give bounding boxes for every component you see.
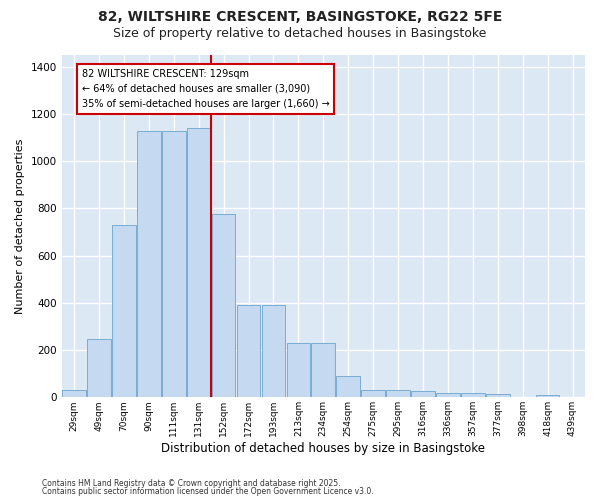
Text: Size of property relative to detached houses in Basingstoke: Size of property relative to detached ho… — [113, 28, 487, 40]
Bar — [486, 394, 509, 398]
Bar — [87, 340, 111, 398]
Bar — [62, 390, 86, 398]
Bar — [237, 305, 260, 398]
Bar — [536, 396, 559, 398]
Bar — [287, 343, 310, 398]
Bar — [262, 305, 286, 398]
Bar — [212, 214, 235, 398]
Bar — [361, 390, 385, 398]
Bar — [162, 130, 185, 398]
Text: 82 WILTSHIRE CRESCENT: 129sqm
← 64% of detached houses are smaller (3,090)
35% o: 82 WILTSHIRE CRESCENT: 129sqm ← 64% of d… — [82, 69, 329, 109]
Bar — [112, 225, 136, 398]
Bar — [436, 392, 460, 398]
Text: 82, WILTSHIRE CRESCENT, BASINGSTOKE, RG22 5FE: 82, WILTSHIRE CRESCENT, BASINGSTOKE, RG2… — [98, 10, 502, 24]
X-axis label: Distribution of detached houses by size in Basingstoke: Distribution of detached houses by size … — [161, 442, 485, 455]
Bar — [386, 390, 410, 398]
Bar — [461, 393, 485, 398]
Bar — [187, 128, 211, 398]
Bar — [337, 376, 360, 398]
Y-axis label: Number of detached properties: Number of detached properties — [15, 138, 25, 314]
Bar — [137, 130, 161, 398]
Bar — [411, 392, 435, 398]
Bar — [311, 343, 335, 398]
Text: Contains public sector information licensed under the Open Government Licence v3: Contains public sector information licen… — [42, 487, 374, 496]
Text: Contains HM Land Registry data © Crown copyright and database right 2025.: Contains HM Land Registry data © Crown c… — [42, 478, 341, 488]
